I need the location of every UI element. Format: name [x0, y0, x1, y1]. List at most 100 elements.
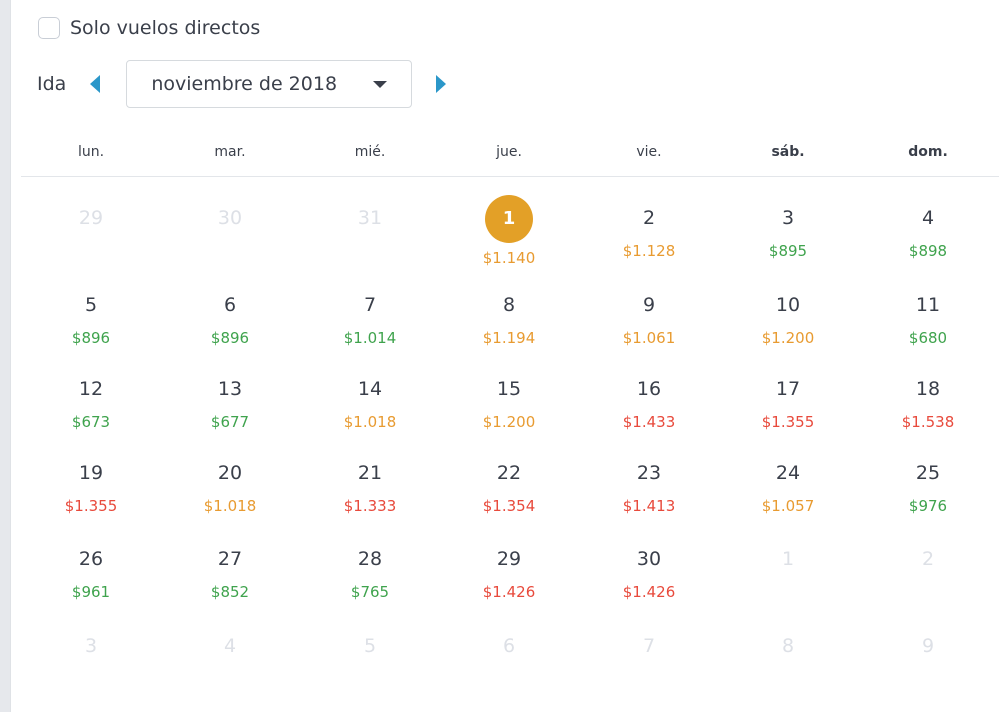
- day-number: 29: [78, 207, 104, 229]
- calendar-day[interactable]: 23 $1.413: [599, 461, 699, 515]
- day-number: 14: [357, 378, 383, 400]
- day-price: $673: [71, 413, 111, 431]
- day-price: $852: [210, 583, 250, 601]
- day-price: $898: [908, 242, 948, 260]
- day-number: 20: [217, 462, 243, 484]
- calendar-day[interactable]: 22 $1.354: [459, 461, 559, 515]
- calendar-day: 3: [41, 634, 141, 658]
- previous-month-arrow-icon[interactable]: [90, 75, 101, 93]
- day-number: 8: [502, 294, 516, 316]
- day-number: 25: [915, 462, 941, 484]
- day-number: 9: [642, 294, 656, 316]
- day-number: 23: [636, 462, 662, 484]
- calendar-day[interactable]: 24 $1.057: [738, 461, 838, 515]
- day-number: 4: [921, 207, 935, 229]
- calendar-day: 6: [459, 634, 559, 658]
- day-price: $896: [210, 329, 250, 347]
- calendar-day[interactable]: 10 $1.200: [738, 293, 838, 347]
- weekday-label: dom.: [908, 144, 948, 160]
- day-price: $1.128: [622, 242, 676, 260]
- calendar-day: 8: [738, 634, 838, 658]
- day-price: $677: [210, 413, 250, 431]
- direct-flights-filter[interactable]: Solo vuelos directos: [38, 14, 260, 42]
- calendar-day: 9: [878, 634, 978, 658]
- day-number: 22: [496, 462, 522, 484]
- calendar-day[interactable]: 15 $1.200: [459, 377, 559, 431]
- direct-flights-checkbox[interactable]: [38, 17, 60, 39]
- weekday-label: jue.: [496, 144, 522, 160]
- day-number: 6: [502, 635, 516, 657]
- day-number: 16: [636, 378, 662, 400]
- ida-label: Ida: [37, 73, 67, 95]
- day-price: $680: [908, 329, 948, 347]
- calendar-day[interactable]: 27 $852: [180, 547, 280, 601]
- day-price: $1.354: [482, 497, 536, 515]
- day-number: 12: [78, 378, 104, 400]
- day-number: 1: [459, 195, 559, 243]
- calendar-day[interactable]: 6 $896: [180, 293, 280, 347]
- day-number: 18: [915, 378, 941, 400]
- day-price: $1.426: [482, 583, 536, 601]
- calendar-day[interactable]: 17 $1.355: [738, 377, 838, 431]
- calendar-day[interactable]: 16 $1.433: [599, 377, 699, 431]
- calendar-day[interactable]: 25 $976: [878, 461, 978, 515]
- day-number: 9: [921, 635, 935, 657]
- calendar-day[interactable]: 5 $896: [41, 293, 141, 347]
- next-month-arrow-icon[interactable]: [436, 75, 447, 93]
- calendar-day-selected[interactable]: 1 $1.140: [459, 195, 559, 267]
- calendar-day[interactable]: 9 $1.061: [599, 293, 699, 347]
- day-price: $1.140: [482, 249, 536, 267]
- day-number: 17: [775, 378, 801, 400]
- day-price: $896: [71, 329, 111, 347]
- calendar-day[interactable]: 7 $1.014: [320, 293, 420, 347]
- calendar-day[interactable]: 3 $895: [738, 206, 838, 260]
- day-price: $1.355: [64, 497, 118, 515]
- day-number: 26: [78, 548, 104, 570]
- day-price: $1.413: [622, 497, 676, 515]
- weekday-label: mar.: [214, 144, 246, 160]
- month-select-value: noviembre de 2018: [151, 73, 338, 95]
- day-number: 3: [84, 635, 98, 657]
- calendar-day[interactable]: 18 $1.538: [878, 377, 978, 431]
- calendar-day[interactable]: 20 $1.018: [180, 461, 280, 515]
- calendar-day[interactable]: 21 $1.333: [320, 461, 420, 515]
- day-number: 15: [496, 378, 522, 400]
- day-price: $1.355: [761, 413, 815, 431]
- day-price: $1.018: [203, 497, 257, 515]
- day-number: 5: [84, 294, 98, 316]
- day-number: 4: [223, 635, 237, 657]
- caret-down-icon: [373, 80, 388, 88]
- day-price: $1.057: [761, 497, 815, 515]
- calendar-day[interactable]: 19 $1.355: [41, 461, 141, 515]
- day-number: 5: [363, 635, 377, 657]
- calendar-day[interactable]: 11 $680: [878, 293, 978, 347]
- day-number: 11: [915, 294, 941, 316]
- calendar-day[interactable]: 26 $961: [41, 547, 141, 601]
- day-number: 21: [357, 462, 383, 484]
- calendar-day[interactable]: 12 $673: [41, 377, 141, 431]
- calendar-day[interactable]: 8 $1.194: [459, 293, 559, 347]
- day-price: $1.433: [622, 413, 676, 431]
- calendar-day[interactable]: 30 $1.426: [599, 547, 699, 601]
- calendar-day[interactable]: 14 $1.018: [320, 377, 420, 431]
- calendar-day: 2: [878, 547, 978, 571]
- day-number: 28: [357, 548, 383, 570]
- calendar-day[interactable]: 28 $765: [320, 547, 420, 601]
- day-number: 10: [775, 294, 801, 316]
- day-number: 13: [217, 378, 243, 400]
- month-navigation: Ida noviembre de 2018: [37, 60, 447, 108]
- day-number: 19: [78, 462, 104, 484]
- month-select[interactable]: noviembre de 2018: [126, 60, 413, 108]
- weekday-label: sáb.: [771, 144, 805, 160]
- day-number: 30: [636, 548, 662, 570]
- weekday-label: mié.: [354, 144, 386, 160]
- day-number: 31: [357, 207, 383, 229]
- calendar-day[interactable]: 13 $677: [180, 377, 280, 431]
- calendar-day: 4: [180, 634, 280, 658]
- day-price: $1.200: [482, 413, 536, 431]
- day-number: 6: [223, 294, 237, 316]
- calendar-day[interactable]: 2 $1.128: [599, 206, 699, 260]
- calendar-day[interactable]: 4 $898: [878, 206, 978, 260]
- weekday-label: vie.: [636, 144, 662, 160]
- calendar-day[interactable]: 29 $1.426: [459, 547, 559, 601]
